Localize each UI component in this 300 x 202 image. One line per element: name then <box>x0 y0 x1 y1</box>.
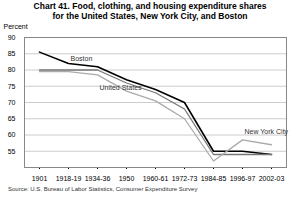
svg-text:Percent: Percent <box>4 23 28 30</box>
html-text:Chart 41. Food, clothing, and: Chart 41. Food, clothing, and housing ex… <box>33 1 267 11</box>
svg-text:90: 90 <box>8 34 16 41</box>
svg-text:1918-19: 1918-19 <box>56 175 82 182</box>
svg-text:1996-97: 1996-97 <box>230 175 256 182</box>
html-text:for the United States, New Yor: for the United States, New York City, an… <box>52 11 248 21</box>
svg-text:65: 65 <box>8 115 16 122</box>
svg-text:70: 70 <box>8 99 16 106</box>
svg-text:1934-36: 1934-36 <box>85 175 111 182</box>
svg-text:60: 60 <box>8 131 16 138</box>
svg-text:55: 55 <box>8 147 16 154</box>
svg-text:1972-73: 1972-73 <box>172 175 198 182</box>
svg-text:80: 80 <box>8 66 16 73</box>
svg-text:2002-03: 2002-03 <box>259 175 285 182</box>
svg-text:85: 85 <box>8 50 16 57</box>
html-text:Source: U.S. Bureau of Labor S: Source: U.S. Bureau of Labor Statistics,… <box>8 186 198 192</box>
svg-text:United States: United States <box>100 84 143 91</box>
svg-text:75: 75 <box>8 82 16 89</box>
svg-text:1901: 1901 <box>32 175 48 182</box>
svg-text:New York City: New York City <box>245 128 289 136</box>
svg-text:1960-61: 1960-61 <box>143 175 169 182</box>
svg-text:1984-85: 1984-85 <box>201 175 227 182</box>
svg-text:Boston: Boston <box>71 55 93 62</box>
svg-text:1950: 1950 <box>119 175 135 182</box>
